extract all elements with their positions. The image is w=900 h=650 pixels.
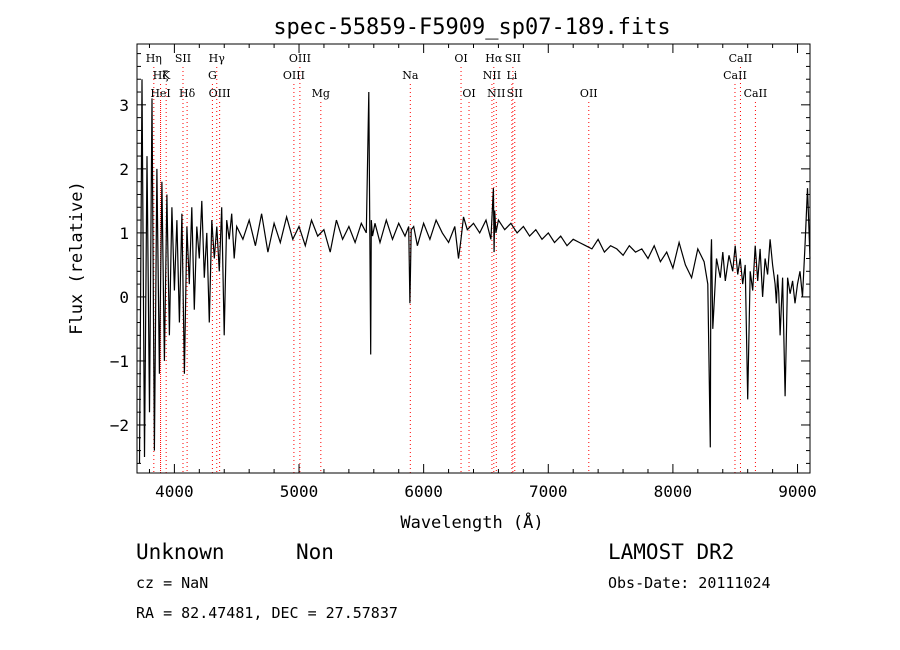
line-marker-label: Hα	[485, 52, 503, 65]
line-marker-label: G	[208, 69, 217, 82]
line-marker-label: Na	[402, 69, 419, 82]
line-marker-label: CaII	[723, 69, 747, 82]
line-marker-label: NII	[487, 87, 505, 100]
y-axis-label: Flux (relative)	[67, 181, 87, 335]
plot-frame	[136, 43, 811, 474]
line-marker-label: OI	[454, 52, 467, 65]
coordinates-label: RA = 82.47481, DEC = 27.57837	[136, 604, 398, 622]
x-axis: 4000 5000 6000 7000 8000 9000	[148, 44, 817, 501]
line-marker-label: SII	[175, 52, 191, 65]
line-marker-label: SII	[505, 52, 521, 65]
x-tick-label: 4000	[155, 482, 194, 501]
line-marker-label: CaII	[729, 52, 753, 65]
spectrum-line	[138, 79, 811, 464]
line-marker-label: Hζ	[153, 69, 169, 82]
y-tick-label: 2	[119, 160, 129, 179]
line-marker-label: Li	[506, 69, 517, 82]
x-tick-label: 5000	[280, 482, 319, 501]
x-tick-label: 8000	[654, 482, 693, 501]
line-marker-label: OIII	[289, 52, 311, 65]
line-marker-label: OIII	[209, 87, 231, 100]
y-tick-label: 0	[119, 288, 129, 307]
classification-label: Unknown	[136, 540, 225, 564]
x-tick-label: 9000	[778, 482, 817, 501]
y-tick-label: −1	[110, 352, 129, 371]
subclass-label: Non	[296, 540, 334, 564]
y-tick-label: 1	[119, 224, 129, 243]
survey-label: LAMOST DR2	[608, 540, 735, 564]
x-axis-label: Wavelength (Å)	[400, 511, 543, 533]
spectrum-series	[138, 79, 811, 464]
chart-title: spec-55859-F5909_sp07-189.fits	[273, 15, 670, 40]
line-marker-label: OI	[462, 87, 475, 100]
line-marker-label: Hδ	[179, 87, 196, 100]
obs-date-label: Obs-Date: 20111024	[608, 574, 771, 592]
line-marker-label: HeI	[150, 87, 170, 100]
line-marker-label: SII	[507, 87, 523, 100]
line-marker-label: OII	[580, 87, 598, 100]
line-marker-label: NII	[483, 69, 501, 82]
x-tick-label: 6000	[404, 482, 443, 501]
redshift-label: cz = NaN	[136, 574, 209, 592]
x-tick-label: 7000	[529, 482, 568, 501]
y-axis: −2 −1 0 1 2 3	[110, 53, 810, 464]
y-tick-label: 3	[119, 96, 129, 115]
line-marker-label: Hγ	[209, 52, 226, 65]
line-marker-label: OIII	[283, 69, 305, 82]
line-marker-label: CaII	[744, 87, 768, 100]
y-tick-label: −2	[110, 416, 129, 435]
line-marker-label: Hη	[146, 52, 162, 65]
line-marker-label: Mg	[312, 87, 330, 100]
line-marker-label: K	[162, 69, 171, 82]
